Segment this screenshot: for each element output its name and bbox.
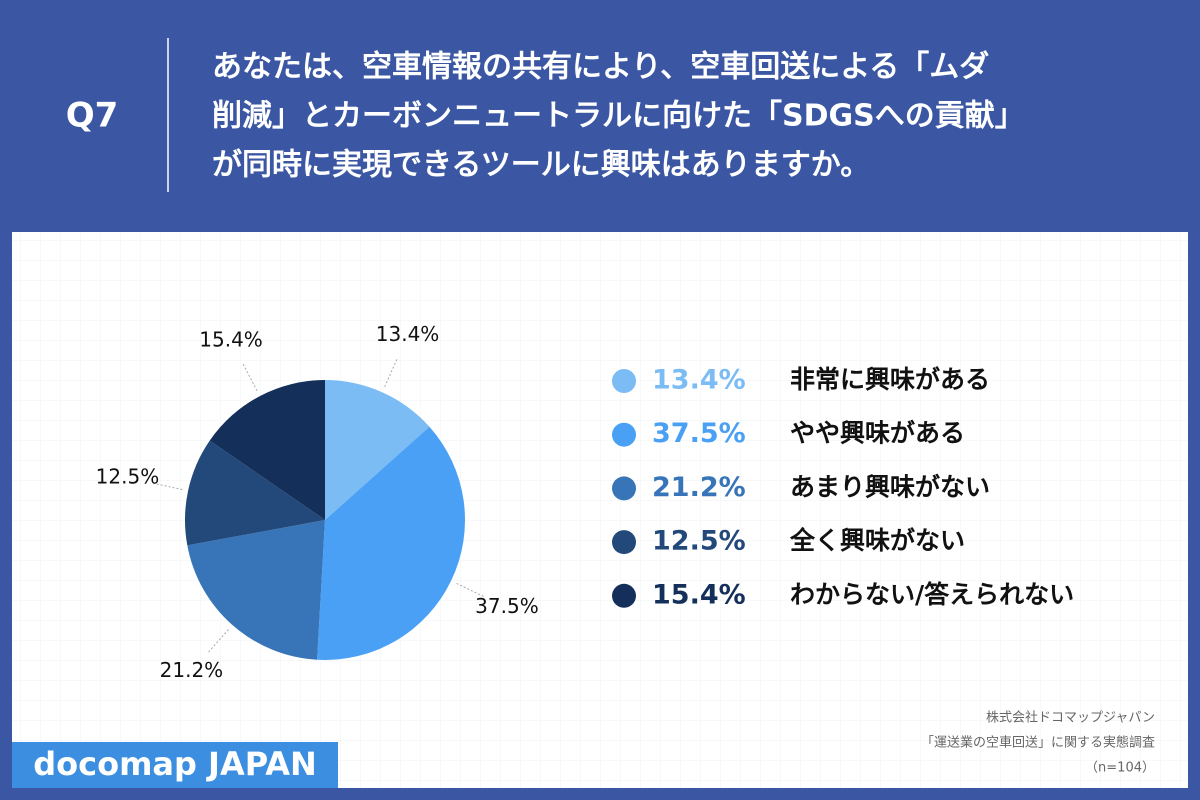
legend-value: 21.2%	[652, 472, 746, 503]
source-line: （n=104）	[1085, 761, 1155, 776]
legend-label: わからない/答えられない	[790, 580, 1074, 609]
logo: docomap JAPAN	[33, 745, 317, 783]
legend-swatch	[612, 369, 636, 393]
legend-swatch	[612, 583, 636, 608]
leader-line	[384, 359, 398, 387]
legend-swatch	[612, 476, 636, 501]
pie-slice	[325, 380, 430, 520]
legend-label: やや興味がある	[790, 419, 965, 448]
title-line: あなたは、空車情報の共有により、空車回送による「ムダ	[212, 50, 989, 85]
legend-label: 非常に興味がある	[790, 365, 990, 394]
source-line: 株式会社ドコマップジャパン	[986, 710, 1155, 726]
data-label: 15.4%	[199, 328, 263, 352]
leader-line	[456, 582, 484, 597]
pie-slice	[187, 520, 325, 660]
leader-line	[242, 363, 258, 391]
legend-value: 13.4%	[652, 365, 746, 396]
question-number: Q7	[66, 96, 119, 136]
legend-swatch	[612, 422, 636, 447]
data-label: 21.2%	[160, 658, 224, 682]
pie-slice	[317, 426, 466, 661]
logo-box	[12, 742, 338, 788]
legend-label: 全く興味がない	[789, 526, 965, 555]
legend-value: 37.5%	[652, 418, 746, 449]
title-line: 削減」とカーボンニュートラルに向けた「SDGSへの貢献」	[212, 99, 1025, 134]
legend-value: 12.5%	[652, 526, 746, 557]
legend-label: あまり興味がない	[790, 472, 990, 501]
title-line: が同時に実現できるツールに興味はありますか。	[212, 148, 870, 183]
data-label: 12.5%	[96, 464, 160, 488]
source-line: 「運送業の空車回送」に関する実態調査	[921, 735, 1155, 751]
legend-value: 15.4%	[652, 579, 746, 610]
legend-swatch	[612, 530, 636, 555]
data-label: 13.4%	[376, 322, 440, 346]
data-label: 37.5%	[475, 594, 539, 618]
pie-slice	[184, 440, 325, 546]
leader-line	[208, 629, 229, 653]
leader-line	[152, 482, 183, 490]
pie-slice	[209, 380, 325, 520]
